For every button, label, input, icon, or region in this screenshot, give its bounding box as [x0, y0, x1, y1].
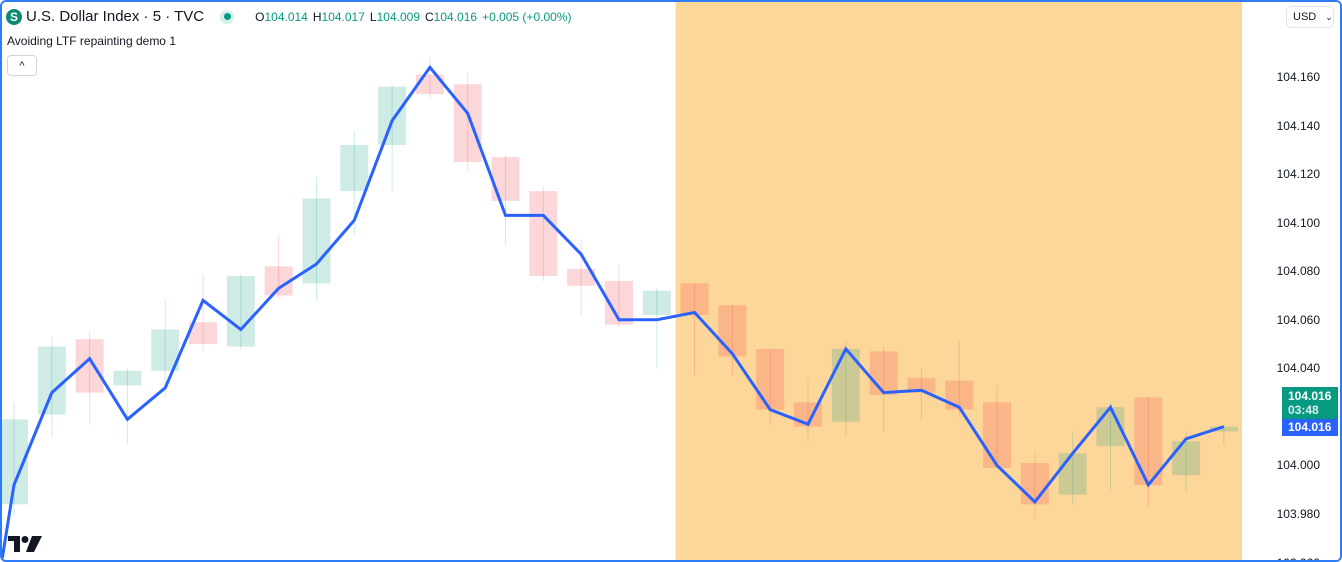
candle-body	[491, 157, 520, 201]
candle-body	[642, 290, 671, 315]
price-tick-label: 104.060	[1276, 312, 1320, 327]
candle-body	[1058, 453, 1087, 495]
candle-body	[1020, 463, 1049, 505]
low-value: 104.009	[376, 9, 420, 24]
open-value: 104.014	[264, 9, 308, 24]
ltf-line-series	[2, 64, 1225, 559]
dollar-logo-icon: S	[6, 8, 22, 25]
symbol-title[interactable]: U.S. Dollar Index · 5 · TVC	[26, 8, 205, 25]
candle-body	[1134, 397, 1163, 485]
study-title[interactable]: Avoiding LTF repainting demo 1	[7, 34, 176, 48]
candle-body	[453, 84, 482, 162]
currency-value: USD	[1293, 11, 1317, 23]
candle-body	[1209, 426, 1238, 432]
chevron-up-icon: ^	[19, 59, 25, 72]
candle-body	[907, 378, 936, 393]
close-value: 104.016	[433, 9, 478, 24]
candle-body	[1172, 441, 1201, 476]
market-open-status-icon[interactable]	[220, 9, 235, 24]
candle-body	[37, 346, 66, 415]
price-tick-label: 104.160	[1276, 70, 1320, 84]
high-label: H	[312, 9, 322, 24]
candle-body	[718, 305, 747, 357]
price-tick-label: 104.120	[1276, 167, 1320, 182]
price-tick-label: 104.000	[1276, 458, 1320, 473]
price-tick-label: 104.100	[1276, 215, 1320, 230]
close-label: C	[425, 9, 434, 24]
collapse-legend-button[interactable]: ^	[7, 55, 37, 76]
price-tick-label: 103.980	[1276, 507, 1320, 522]
price-tick-label: 103.960	[1277, 556, 1320, 560]
candle-body	[189, 322, 218, 345]
candle-body	[756, 348, 785, 410]
highlight-background	[675, 2, 1242, 560]
price-tick-label: 104.080	[1276, 264, 1320, 279]
bar-countdown: 03:48	[1288, 403, 1319, 417]
symbol-legend: S U.S. Dollar Index · 5 · TVC O 104.014 H…	[6, 8, 571, 25]
candle-body	[340, 144, 369, 192]
chart-pane[interactable]	[2, 2, 1242, 560]
candle-body	[567, 268, 596, 286]
tradingview-logo-icon[interactable]	[8, 536, 42, 552]
candle-body	[226, 276, 255, 347]
last-price-value: 104.016	[1288, 389, 1332, 403]
candle-body	[113, 370, 142, 386]
candle-body	[680, 283, 709, 315]
last-price-label: 104.016 03:48	[1282, 387, 1338, 419]
price-axis[interactable]: 104.160 104.140 104.120 104.100 104.080 104.0…	[1242, 2, 1340, 560]
line-value-label: 104.016	[1282, 419, 1338, 436]
change-value: +0.005 (+0.00%)	[482, 9, 572, 24]
currency-select[interactable]: USD ⌄	[1286, 6, 1334, 28]
candle-body	[983, 402, 1012, 468]
price-tick-label: 104.140	[1276, 118, 1320, 133]
price-tick-label: 104.040	[1276, 361, 1320, 376]
candle-body	[529, 191, 558, 277]
open-label: O	[255, 9, 265, 24]
low-label: L	[369, 9, 377, 24]
chevron-down-icon: ⌄	[1325, 11, 1333, 22]
candle-body	[869, 351, 898, 396]
candle-body	[378, 86, 407, 145]
high-value: 104.017	[321, 9, 365, 24]
candle-body	[945, 380, 974, 410]
